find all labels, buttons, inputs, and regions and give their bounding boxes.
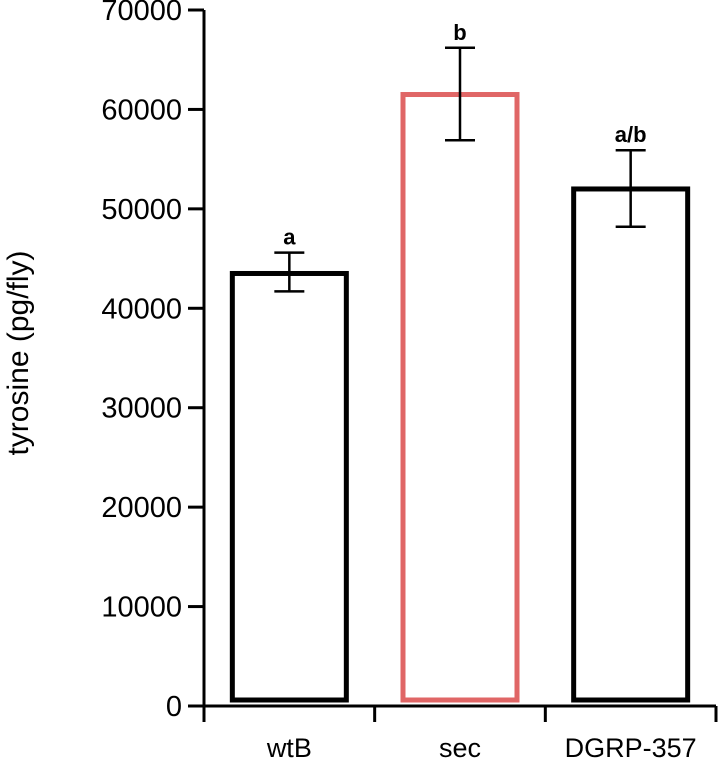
bar-sec	[400, 92, 520, 703]
y-tick-label: 50000	[101, 194, 182, 226]
significance-label: b	[453, 20, 466, 45]
y-tick-label: 20000	[101, 492, 182, 524]
x-category-label: DGRP-357	[565, 733, 697, 761]
y-tick-label: 30000	[101, 393, 182, 425]
x-axis: wtB sec DGRP-357	[202, 704, 718, 761]
bar-dgrp-357	[571, 186, 691, 703]
significance-label: a/b	[615, 122, 647, 147]
y-tick-label: 10000	[101, 592, 182, 624]
y-axis: 0 10000 20000 30000 40000 50000 60000 70000	[101, 0, 206, 723]
y-tick-label: 70000	[101, 0, 182, 27]
y-axis-title: tyrosine (pg/fly)	[2, 250, 35, 455]
x-category-label: wtB	[266, 733, 312, 761]
significance-label: a	[283, 225, 296, 250]
y-tick-label: 60000	[101, 94, 182, 126]
y-tick-label: 0	[166, 691, 182, 723]
bars: a b a/b	[229, 20, 691, 703]
bar-wtb	[229, 270, 349, 703]
x-category-label: sec	[439, 733, 481, 761]
y-tick-label: 40000	[101, 293, 182, 325]
